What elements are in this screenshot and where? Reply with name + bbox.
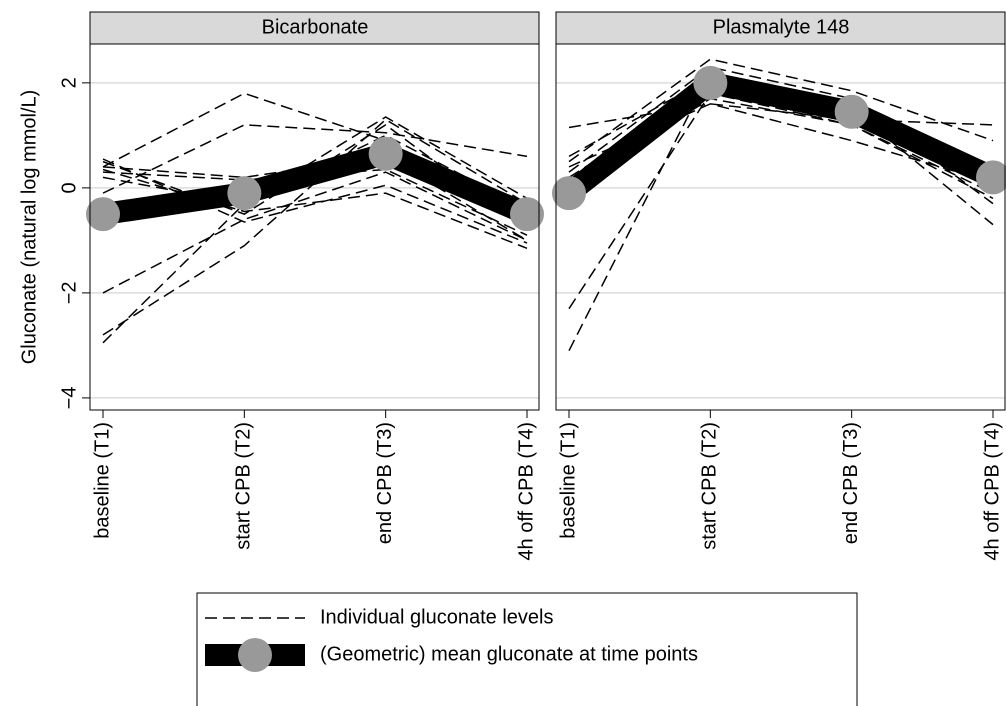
x-tick-label: start CPB (T2) bbox=[233, 422, 255, 550]
x-tick-label: 4h off CPB (T4) bbox=[981, 422, 1003, 561]
y-tick-label: −2 bbox=[58, 281, 80, 304]
legend-label: Individual gluconate levels bbox=[320, 606, 554, 628]
individual-line bbox=[102, 124, 528, 194]
x-tick-label: end CPB (T3) bbox=[840, 422, 862, 544]
mean-line bbox=[562, 71, 998, 202]
plot-area bbox=[90, 44, 539, 410]
x-tick-label: end CPB (T3) bbox=[374, 422, 396, 544]
mean-marker bbox=[693, 65, 728, 100]
legend-box bbox=[196, 592, 858, 706]
individual-line bbox=[102, 158, 528, 244]
x-tick-label: baseline (T1) bbox=[557, 422, 579, 539]
individual-line bbox=[102, 116, 528, 205]
panel-strip bbox=[555, 11, 1006, 45]
individual-line bbox=[102, 168, 528, 236]
y-tick-label: −4 bbox=[58, 387, 80, 410]
panel-strip bbox=[89, 11, 540, 45]
x-tick-label: 4h off CPB (T4) bbox=[515, 422, 537, 561]
individual-line bbox=[568, 92, 994, 310]
mean-marker bbox=[834, 94, 869, 129]
mean-marker bbox=[227, 176, 262, 211]
mean-marker bbox=[368, 136, 403, 171]
legend-mean-marker bbox=[238, 638, 272, 672]
plot-frame bbox=[89, 43, 540, 411]
x-tick-label: start CPB (T2) bbox=[699, 422, 721, 550]
mean-marker bbox=[510, 197, 544, 232]
y-axis-label: Gluconate (natural log mmol/L) bbox=[18, 90, 40, 365]
individual-line bbox=[102, 92, 528, 226]
y-tick-label: 0 bbox=[58, 182, 80, 193]
y-tick-label: 2 bbox=[58, 77, 80, 88]
legend-label: (Geometric) mean gluconate at time point… bbox=[320, 643, 698, 665]
mean-marker bbox=[976, 160, 1006, 195]
panel-title: Bicarbonate bbox=[262, 16, 369, 38]
mean-marker bbox=[86, 197, 120, 232]
mean-marker bbox=[552, 176, 586, 211]
plot-frame bbox=[555, 43, 1006, 411]
mean-line bbox=[101, 142, 532, 226]
panel-title: Plasmalyte 148 bbox=[713, 16, 850, 38]
individual-line bbox=[102, 155, 528, 242]
individual-line bbox=[102, 171, 528, 294]
x-tick-label: baseline (T1) bbox=[91, 422, 113, 539]
